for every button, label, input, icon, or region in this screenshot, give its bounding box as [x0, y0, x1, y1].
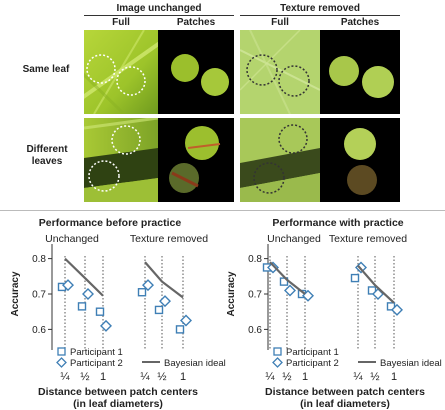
participant-2-point [267, 261, 279, 274]
participant-2-point [284, 284, 296, 297]
row-label-different-leaves: Different leaves [26, 144, 68, 167]
leaf-patches-same-unchanged [158, 30, 234, 114]
group-header-texture-removed: Texture removed [280, 3, 360, 14]
group-label: Texture removed [130, 233, 208, 245]
x-tick-label: ¼ [353, 371, 363, 383]
x-tick-label: 1 [391, 371, 397, 383]
x-tick-label: ½ [282, 371, 291, 383]
legend-label: Participant 1 [70, 347, 123, 358]
y-tick-label: 0.7 [248, 290, 262, 301]
column-header-full-1: Full [112, 17, 130, 28]
x-tick-label: ¼ [265, 371, 275, 383]
leaf-patches-different-unchanged [158, 118, 234, 202]
participant-1-point [77, 302, 87, 311]
x-tick-label: ½ [157, 371, 166, 383]
y-tick-label: 0.8 [248, 254, 262, 265]
bayesian-ideal-line [269, 261, 306, 295]
group-label: Unchanged [267, 233, 321, 245]
x-tick-label: 1 [180, 371, 186, 383]
y-tick-label: 0.7 [32, 290, 46, 301]
x-axis-label: Distance between patch centers [265, 386, 425, 398]
participant-1-point [137, 288, 147, 297]
figure-divider [0, 210, 445, 211]
legend-label: Participant 1 [286, 347, 339, 358]
x-axis-label: (in leaf diameters) [73, 398, 163, 410]
header-rule-left [84, 15, 234, 16]
participant-2-point [100, 319, 112, 332]
leaf-patches-same-texture-removed [320, 30, 400, 114]
legend-diamond-marker [56, 357, 67, 368]
participant-2-point [159, 295, 171, 308]
y-axis-label: Accuracy [226, 271, 237, 316]
participant-2-point [82, 288, 94, 300]
leaf-image-full-same-unchanged [84, 30, 158, 114]
participant-1-point [175, 325, 185, 334]
y-tick-label: 0.6 [32, 325, 46, 336]
group-label: Texture removed [329, 233, 407, 245]
column-header-patches-2: Patches [340, 17, 380, 28]
leaf-image-full-different-texture-removed [240, 118, 320, 202]
leaf-image-full-different-unchanged [84, 118, 158, 202]
x-tick-label: ½ [370, 371, 379, 383]
x-axis-label: Distance between patch centers [38, 386, 198, 398]
header-rule-right [240, 15, 400, 16]
legend-label: Bayesian ideal [164, 358, 226, 369]
x-tick-label: ½ [80, 371, 89, 383]
chart-title: Performance with practice [272, 217, 403, 229]
leaf-image-full-same-texture-removed [240, 30, 320, 114]
bayesian-ideal-line [144, 261, 184, 299]
participant-1-point [367, 286, 377, 295]
bayesian-ideal-line [357, 264, 395, 304]
y-axis-label: Accuracy [10, 271, 21, 316]
legend-label: Participant 2 [70, 358, 123, 369]
y-tick-label: 0.6 [248, 325, 262, 336]
participant-1-point [154, 305, 164, 315]
legend-square-marker [57, 347, 66, 356]
participant-2-point [142, 279, 154, 292]
legend-diamond-marker [272, 357, 283, 368]
legend-label: Bayesian ideal [380, 358, 442, 369]
legend-label: Participant 2 [286, 358, 339, 369]
x-axis-label: (in leaf diameters) [300, 398, 390, 410]
y-tick-label: 0.8 [32, 254, 46, 265]
column-header-patches-1: Patches [176, 17, 216, 28]
bayesian-ideal-line [64, 257, 104, 297]
chart-title: Performance before practice [39, 217, 182, 229]
group-header-unchanged: Image unchanged [116, 3, 202, 14]
participant-1-point [350, 273, 360, 283]
participant-1-point [95, 307, 105, 316]
x-tick-label: 1 [302, 371, 308, 383]
x-tick-label: ¼ [60, 371, 70, 383]
participant-2-point [180, 314, 192, 327]
column-header-full-2: Full [271, 17, 289, 28]
x-tick-label: ¼ [140, 371, 150, 383]
row-label-same-leaf: Same leaf [22, 64, 70, 75]
participant-1-point [386, 302, 396, 311]
leaf-patches-different-texture-removed [320, 118, 400, 202]
participant-2-point [391, 303, 403, 316]
participant-2-point [62, 279, 74, 292]
legend-square-marker [273, 347, 282, 356]
charts: Performance before practice Unchanged Text… [10, 217, 442, 410]
x-tick-label: 1 [100, 371, 106, 383]
group-label: Unchanged [45, 233, 99, 245]
